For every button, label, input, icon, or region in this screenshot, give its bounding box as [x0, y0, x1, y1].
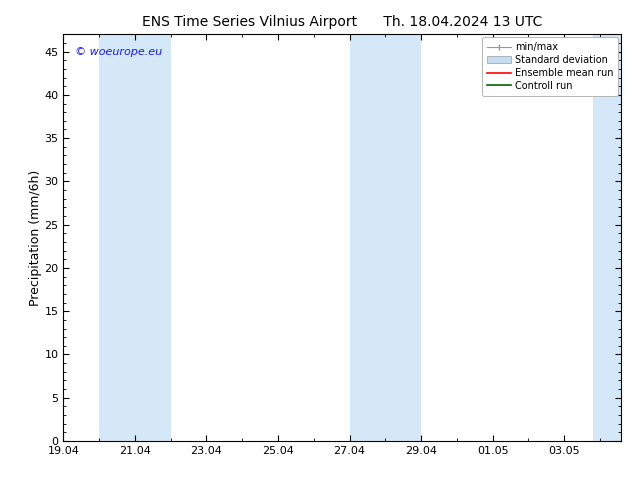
- Title: ENS Time Series Vilnius Airport      Th. 18.04.2024 13 UTC: ENS Time Series Vilnius Airport Th. 18.0…: [142, 15, 543, 29]
- Bar: [593, 34, 621, 441]
- Text: © woeurope.eu: © woeurope.eu: [75, 47, 162, 56]
- Bar: [349, 34, 421, 441]
- Y-axis label: Precipitation (mm/6h): Precipitation (mm/6h): [29, 170, 42, 306]
- Bar: [99, 34, 171, 441]
- Legend: min/max, Standard deviation, Ensemble mean run, Controll run: min/max, Standard deviation, Ensemble me…: [482, 37, 618, 96]
